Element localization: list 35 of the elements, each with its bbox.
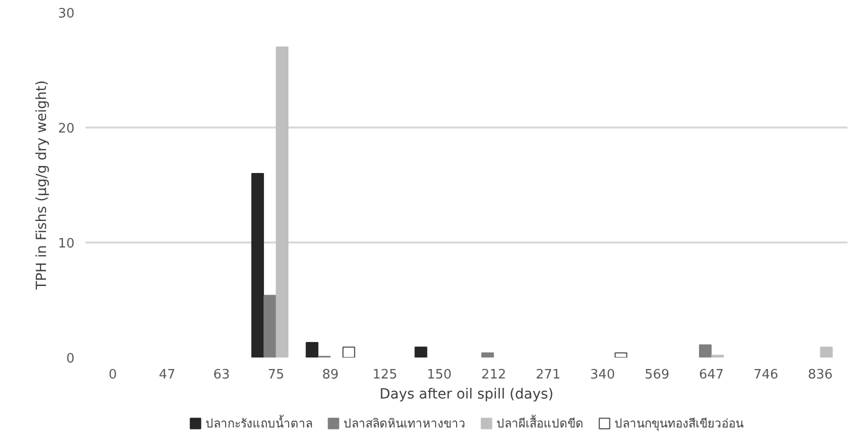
y-tick-label: 20 bbox=[58, 122, 75, 136]
bar bbox=[264, 294, 276, 358]
x-tick-label: 47 bbox=[158, 368, 176, 382]
x-tick-label: 340 bbox=[590, 368, 615, 382]
x-axis-title: Days after oil spill (days) bbox=[379, 386, 554, 402]
y-tick-label: 10 bbox=[58, 236, 75, 252]
legend-label: ปลานกขุนทองสีเขียวอ่อน bbox=[614, 416, 744, 432]
legend-label: ปลาผีเสื้อแปดขีด bbox=[496, 414, 584, 432]
bar bbox=[342, 346, 356, 358]
legend-label: ปลากะรังแถบน้ำตาล bbox=[206, 414, 312, 432]
x-tick-label: 75 bbox=[268, 368, 284, 382]
x-tick-label: 212 bbox=[481, 368, 506, 382]
x-tick-label: 125 bbox=[372, 368, 398, 382]
x-tick-label: 89 bbox=[322, 368, 339, 382]
y-tick-label: 30 bbox=[58, 6, 75, 22]
x-tick-label: 271 bbox=[536, 368, 561, 382]
bar bbox=[711, 354, 724, 358]
bar bbox=[276, 46, 288, 358]
x-tick-label: 150 bbox=[426, 368, 452, 382]
bar bbox=[481, 352, 494, 358]
x-tick-label: 569 bbox=[644, 368, 670, 382]
legend-label: ปลาสลิดหินเทาหางขาว bbox=[344, 416, 466, 432]
x-tick-label: 836 bbox=[808, 368, 833, 382]
bar bbox=[306, 342, 318, 358]
bar bbox=[698, 344, 712, 358]
x-tick-label: 63 bbox=[213, 368, 230, 382]
bar bbox=[820, 346, 833, 358]
y-axis-title: TPH in Fishs (µg/g dry weight) bbox=[34, 80, 50, 291]
x-tick-label: 0 bbox=[108, 368, 117, 382]
bar bbox=[251, 173, 264, 358]
x-tick-label: 746 bbox=[753, 368, 778, 382]
bar bbox=[414, 346, 428, 358]
bar bbox=[614, 352, 628, 358]
x-tick-label: 647 bbox=[699, 368, 724, 382]
y-tick-label: 0 bbox=[66, 352, 75, 366]
